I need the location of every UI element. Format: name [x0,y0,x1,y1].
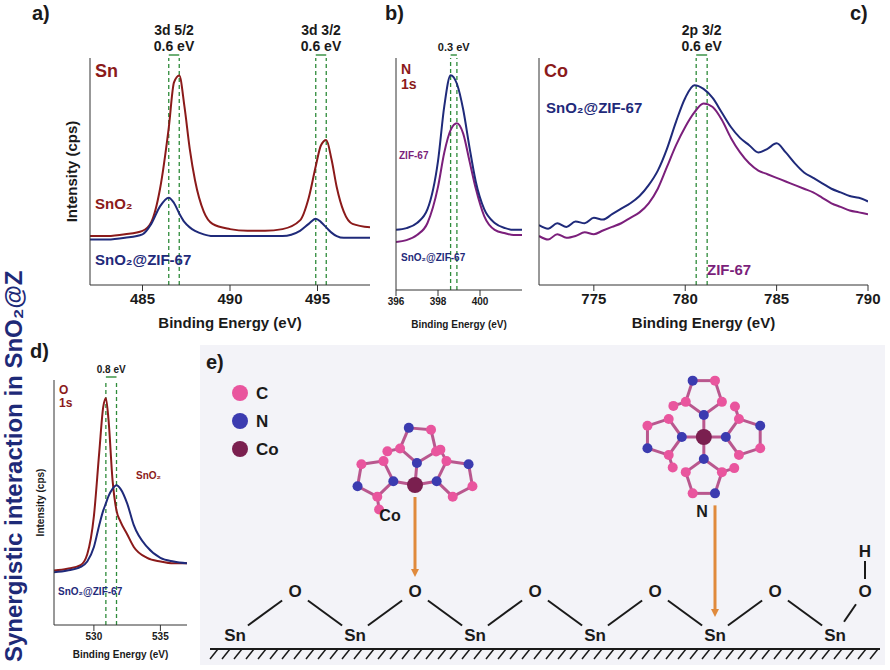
html-text:ZIF-67: ZIF-67 [399,150,429,161]
html-text:ZIF-67: ZIF-67 [707,261,752,278]
html-text:a): a) [32,2,50,24]
html-text:SnO₂@ZIF-67: SnO₂@ZIF-67 [401,252,466,263]
html-text:SnO₂: SnO₂ [95,195,133,212]
svg-text:H: H [859,542,871,561]
svg-text:Binding Energy (eV): Binding Energy (eV) [411,319,507,330]
svg-text:0.6 eV: 0.6 eV [301,38,342,54]
svg-text:N: N [256,412,268,431]
html-text:SnO₂@ZIF-67: SnO₂@ZIF-67 [546,99,643,116]
svg-text:Synergistic interaction in SnO: Synergistic interaction in SnO₂@Z [0,271,27,662]
svg-text:Binding Energy (eV): Binding Energy (eV) [632,314,775,331]
svg-text:Sn: Sn [824,626,846,645]
svg-text:485: 485 [130,290,155,307]
svg-text:780: 780 [673,290,698,307]
svg-text:775: 775 [581,290,606,307]
svg-text:3d 3/2: 3d 3/2 [301,22,341,38]
svg-text:0.3 eV: 0.3 eV [438,41,470,53]
svg-text:Sn: Sn [584,626,606,645]
html-text:d): d) [30,340,49,362]
svg-text:O: O [288,582,301,601]
html-text:O: O [59,383,69,397]
html-text:b): b) [385,2,404,24]
html-text:1s: 1s [401,76,417,93]
svg-text:e): e) [206,351,224,373]
svg-text:Intensity (cps): Intensity (cps) [63,121,80,223]
svg-text:O: O [408,582,421,601]
svg-text:398: 398 [430,296,447,307]
svg-text:Binding Energy (eV): Binding Energy (eV) [73,649,169,660]
svg-text:790: 790 [855,290,880,307]
svg-text:Co: Co [379,507,401,524]
svg-text:O: O [648,582,661,601]
svg-text:O: O [858,582,871,601]
svg-text:Binding Energy (eV): Binding Energy (eV) [158,314,301,331]
svg-text:Sn: Sn [464,626,486,645]
html-text:SnO₂@ZIF-67: SnO₂@ZIF-67 [95,251,192,268]
svg-text:Sn: Sn [224,626,246,645]
svg-text:495: 495 [305,290,330,307]
svg-text:O: O [768,582,781,601]
html-text:SnO₂: SnO₂ [136,470,161,481]
svg-text:530: 530 [86,631,103,642]
html-text:SnO₂@ZIF-67: SnO₂@ZIF-67 [58,586,123,597]
svg-text:C: C [256,384,268,403]
svg-text:2p 3/2: 2p 3/2 [682,22,722,38]
svg-text:Intensity (cps): Intensity (cps) [35,469,46,537]
html-text:1s: 1s [59,396,73,411]
svg-text:0.6 eV: 0.6 eV [681,38,722,54]
svg-text:O: O [528,582,541,601]
svg-text:0.8 eV: 0.8 eV [97,364,126,375]
html-text:N: N [401,61,412,77]
html-text:Sn: Sn [95,61,118,81]
svg-text:N: N [696,503,708,520]
html-text:Co: Co [544,61,568,81]
svg-text:396: 396 [388,296,405,307]
svg-text:785: 785 [764,290,789,307]
svg-text:535: 535 [152,631,169,642]
svg-text:Sn: Sn [344,626,366,645]
svg-text:3d 5/2: 3d 5/2 [154,22,194,38]
svg-text:490: 490 [217,290,242,307]
svg-text:0.6 eV: 0.6 eV [154,38,195,54]
svg-text:Sn: Sn [704,626,726,645]
svg-text:400: 400 [472,296,489,307]
svg-text:Co: Co [256,440,279,459]
html-text:c): c) [850,2,868,24]
